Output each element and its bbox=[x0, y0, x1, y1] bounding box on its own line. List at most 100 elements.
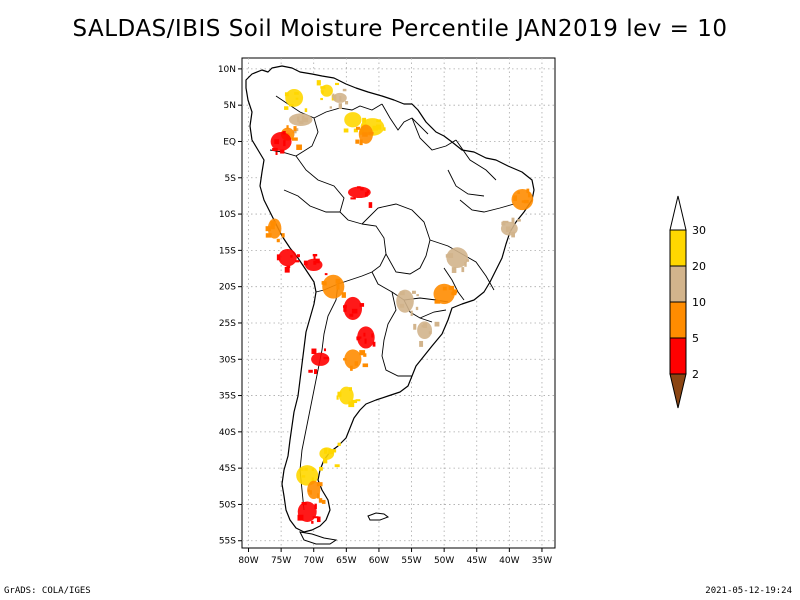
percentile-speck bbox=[349, 313, 354, 317]
percentile-patch bbox=[338, 386, 354, 405]
colorbar: 30 20 10 5 2 bbox=[669, 195, 706, 409]
percentile-speck bbox=[342, 305, 346, 308]
south-america-coastline bbox=[245, 65, 535, 533]
percentile-speck bbox=[336, 395, 339, 400]
percentile-speck bbox=[290, 255, 293, 258]
percentile-patch bbox=[511, 188, 534, 211]
percentile-speck bbox=[363, 332, 366, 337]
percentile-speck bbox=[372, 125, 378, 131]
percentile-speck bbox=[345, 100, 349, 105]
percentile-speck bbox=[434, 321, 440, 327]
percentile-speck bbox=[376, 124, 382, 130]
lat-tick-label: 5S bbox=[225, 174, 237, 184]
lat-tick-label: 35S bbox=[219, 392, 236, 402]
lat-tick-label: 50S bbox=[219, 500, 236, 510]
percentile-speck bbox=[297, 116, 300, 123]
percentile-speck bbox=[276, 254, 281, 261]
percentile-speck bbox=[301, 501, 307, 506]
percentile-speck bbox=[511, 231, 515, 238]
percentile-speck bbox=[461, 267, 465, 273]
percentile-speck bbox=[311, 477, 314, 483]
percentile-speck bbox=[311, 520, 314, 524]
percentile-speck bbox=[280, 149, 285, 154]
percentile-speck bbox=[343, 128, 349, 133]
percentile-speck bbox=[416, 294, 419, 297]
percentile-speck bbox=[501, 221, 506, 226]
percentile-speck bbox=[342, 88, 347, 92]
percentile-speck bbox=[413, 323, 417, 330]
lat-tick-label: 10N bbox=[218, 65, 236, 75]
colorbar-level-label: 10 bbox=[692, 296, 706, 309]
percentile-speck bbox=[451, 292, 457, 296]
colorbar-level-label: 5 bbox=[692, 332, 699, 345]
percentile-speck bbox=[338, 103, 342, 109]
percentile-patch bbox=[446, 247, 468, 268]
falkland-islands bbox=[367, 512, 390, 521]
percentile-patch bbox=[285, 89, 304, 107]
percentile-speck bbox=[434, 300, 441, 304]
percentile-speck bbox=[301, 475, 306, 478]
percentile-speck bbox=[284, 92, 289, 97]
lon-tick-label: 35W bbox=[532, 556, 552, 566]
percentile-speck bbox=[448, 253, 454, 258]
percentile-speck bbox=[270, 224, 275, 230]
percentile-speck bbox=[309, 490, 312, 495]
lon-tick-label: 80W bbox=[238, 556, 258, 566]
percentile-speck bbox=[315, 258, 320, 264]
percentile-speck bbox=[359, 303, 365, 307]
percentile-speck bbox=[334, 464, 340, 468]
percentile-speck bbox=[317, 493, 320, 499]
percentile-speck bbox=[293, 126, 297, 132]
percentile-speck bbox=[265, 226, 271, 232]
percentile-speck bbox=[452, 289, 458, 294]
percentile-speck bbox=[282, 131, 286, 135]
percentile-speck bbox=[399, 291, 405, 296]
lon-tick-label: 55W bbox=[401, 556, 421, 566]
lat-tick-label: 55S bbox=[219, 537, 236, 547]
percentile-speck bbox=[353, 128, 358, 133]
percentile-speck bbox=[276, 238, 280, 243]
percentile-speck bbox=[296, 144, 302, 150]
lat-tick-label: 30S bbox=[219, 355, 236, 365]
percentile-speck bbox=[428, 331, 432, 335]
colorbar-segment bbox=[669, 301, 687, 339]
percentile-speck bbox=[356, 336, 362, 339]
percentile-speck bbox=[316, 482, 323, 487]
lat-tick-label: 20S bbox=[219, 283, 236, 293]
percentile-patch bbox=[344, 349, 362, 370]
percentile-speck bbox=[318, 466, 323, 471]
percentile-speck bbox=[284, 266, 290, 273]
percentile-speck bbox=[286, 265, 291, 268]
colorbar-segment bbox=[669, 229, 687, 267]
percentile-patch bbox=[278, 248, 297, 267]
percentile-speck bbox=[298, 120, 304, 124]
percentile-speck bbox=[320, 86, 326, 89]
percentile-speck bbox=[320, 97, 323, 101]
percentile-speck bbox=[442, 286, 447, 291]
percentile-speck bbox=[315, 370, 318, 373]
percentile-speck bbox=[350, 197, 356, 200]
percentile-patch bbox=[270, 131, 292, 151]
percentile-patch bbox=[322, 274, 345, 299]
lon-tick-label: 45W bbox=[467, 556, 487, 566]
lat-tick-label: 10S bbox=[219, 210, 236, 220]
percentile-speck bbox=[337, 442, 341, 446]
percentile-speck bbox=[344, 304, 347, 308]
percentile-speck bbox=[348, 401, 355, 408]
percentile-speck bbox=[419, 340, 424, 347]
percentile-speck bbox=[303, 117, 309, 123]
percentile-speck bbox=[505, 226, 511, 232]
percentile-speck bbox=[354, 361, 358, 366]
percentile-speck bbox=[313, 260, 317, 265]
percentile-speck bbox=[451, 267, 457, 273]
percentile-patch bbox=[357, 326, 375, 349]
colorbar-level-label: 2 bbox=[692, 368, 699, 381]
percentile-speck bbox=[351, 308, 358, 314]
percentile-speck bbox=[324, 273, 328, 276]
colorbar-top-arrow bbox=[669, 195, 687, 231]
percentile-speck bbox=[351, 399, 358, 404]
percentile-patch bbox=[288, 113, 313, 127]
percentile-speck bbox=[364, 338, 367, 344]
percentile-speck bbox=[335, 82, 339, 86]
percentile-speck bbox=[356, 337, 361, 341]
